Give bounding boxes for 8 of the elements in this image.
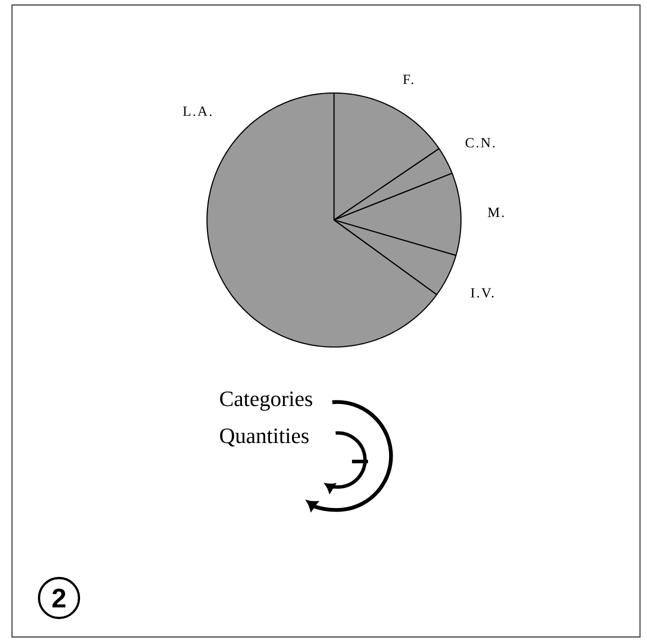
slice-label: I.V. <box>470 288 494 298</box>
slice-label: L.A. <box>183 106 212 116</box>
text: 2 <box>52 588 66 608</box>
slice-label: F. <box>403 74 414 84</box>
text: Categories <box>220 391 312 411</box>
slice-label: M. <box>488 208 504 218</box>
slice-label: C.N. <box>466 138 495 148</box>
text: Quantities <box>220 428 309 447</box>
